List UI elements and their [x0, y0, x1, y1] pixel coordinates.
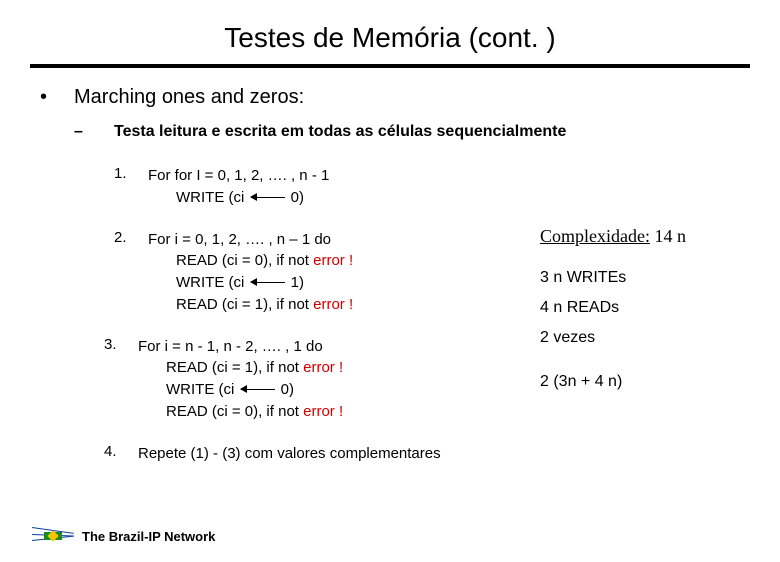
brazil-ip-logo-icon [34, 524, 72, 548]
code-line: Repete (1) - (3) com valores complementa… [138, 443, 441, 465]
complexity-row: 4 n READs [540, 299, 686, 317]
error-text: error ! [303, 403, 343, 420]
code-frag: READ (ci = 1), if not [176, 296, 313, 313]
step-1: 1. For for I = 0, 1, 2, …. , n - 1 WRITE… [114, 165, 740, 209]
bullet-icon: • [40, 86, 74, 109]
arrow-left-icon [241, 384, 275, 394]
error-text: error ! [313, 252, 353, 269]
code-line: WRITE (ci 0) [166, 379, 343, 401]
complexity-value: 14 n [650, 226, 686, 246]
dash-icon: – [74, 123, 114, 141]
step-body: For i = n - 1, n - 2, …. , 1 do READ (ci… [138, 336, 343, 423]
code-frag: WRITE (ci [176, 189, 244, 206]
code-frag: READ (ci = 0), if not [176, 252, 313, 269]
code-frag: 0) [291, 189, 304, 206]
code-line: READ (ci = 1), if not error ! [166, 357, 343, 379]
bullet-text: Marching ones and zeros: [74, 86, 304, 109]
step-num: 4. [104, 443, 138, 460]
complexity-row: 2 vezes [540, 329, 686, 347]
footer: The Brazil-IP Network [34, 524, 215, 548]
code-line: READ (ci = 0), if not error ! [166, 401, 343, 423]
code-line: For i = 0, 1, 2, …. , n – 1 do [148, 229, 353, 251]
code-line: WRITE (ci 1) [176, 272, 353, 294]
code-frag: WRITE (ci [176, 274, 244, 291]
code-frag: READ (ci = 1), if not [166, 359, 303, 376]
step-body: For for I = 0, 1, 2, …. , n - 1 WRITE (c… [148, 165, 329, 209]
arrow-left-icon [251, 192, 285, 202]
code-line: READ (ci = 0), if not error ! [176, 250, 353, 272]
complexity-label: Complexidade: [540, 226, 650, 246]
error-text: error ! [313, 296, 353, 313]
code-line: WRITE (ci 0) [176, 187, 329, 209]
code-frag: 1) [291, 274, 304, 291]
divider [30, 64, 750, 68]
complexity-row: 2 (3n + 4 n) [540, 373, 686, 391]
step-num: 2. [114, 229, 148, 246]
code-line: READ (ci = 1), if not error ! [176, 294, 353, 316]
complexity-panel: Complexidade: 14 n 3 n WRITEs 4 n READs … [540, 226, 686, 403]
code-line: For i = n - 1, n - 2, …. , 1 do [138, 336, 343, 358]
code-frag: WRITE (ci [166, 381, 234, 398]
slide-title: Testes de Memória (cont. ) [0, 22, 780, 54]
code-frag: READ (ci = 0), if not [166, 403, 303, 420]
bullet-line: • Marching ones and zeros: [40, 86, 740, 109]
sub-bullet-text: Testa leitura e escrita em todas as célu… [114, 123, 566, 141]
arrow-left-icon [251, 277, 285, 287]
footer-text: The Brazil-IP Network [82, 529, 215, 544]
sub-bullet-line: – Testa leitura e escrita em todas as cé… [74, 123, 740, 141]
step-body: For i = 0, 1, 2, …. , n – 1 do READ (ci … [148, 229, 353, 316]
step-4: 4. Repete (1) - (3) com valores compleme… [104, 443, 740, 465]
complexity-row: 3 n WRITEs [540, 269, 686, 287]
step-body: Repete (1) - (3) com valores complementa… [138, 443, 441, 465]
code-line: For for I = 0, 1, 2, …. , n - 1 [148, 165, 329, 187]
code-frag: 0) [281, 381, 294, 398]
error-text: error ! [303, 359, 343, 376]
step-num: 1. [114, 165, 148, 182]
step-num: 3. [104, 336, 138, 353]
complexity-heading: Complexidade: 14 n [540, 226, 686, 247]
